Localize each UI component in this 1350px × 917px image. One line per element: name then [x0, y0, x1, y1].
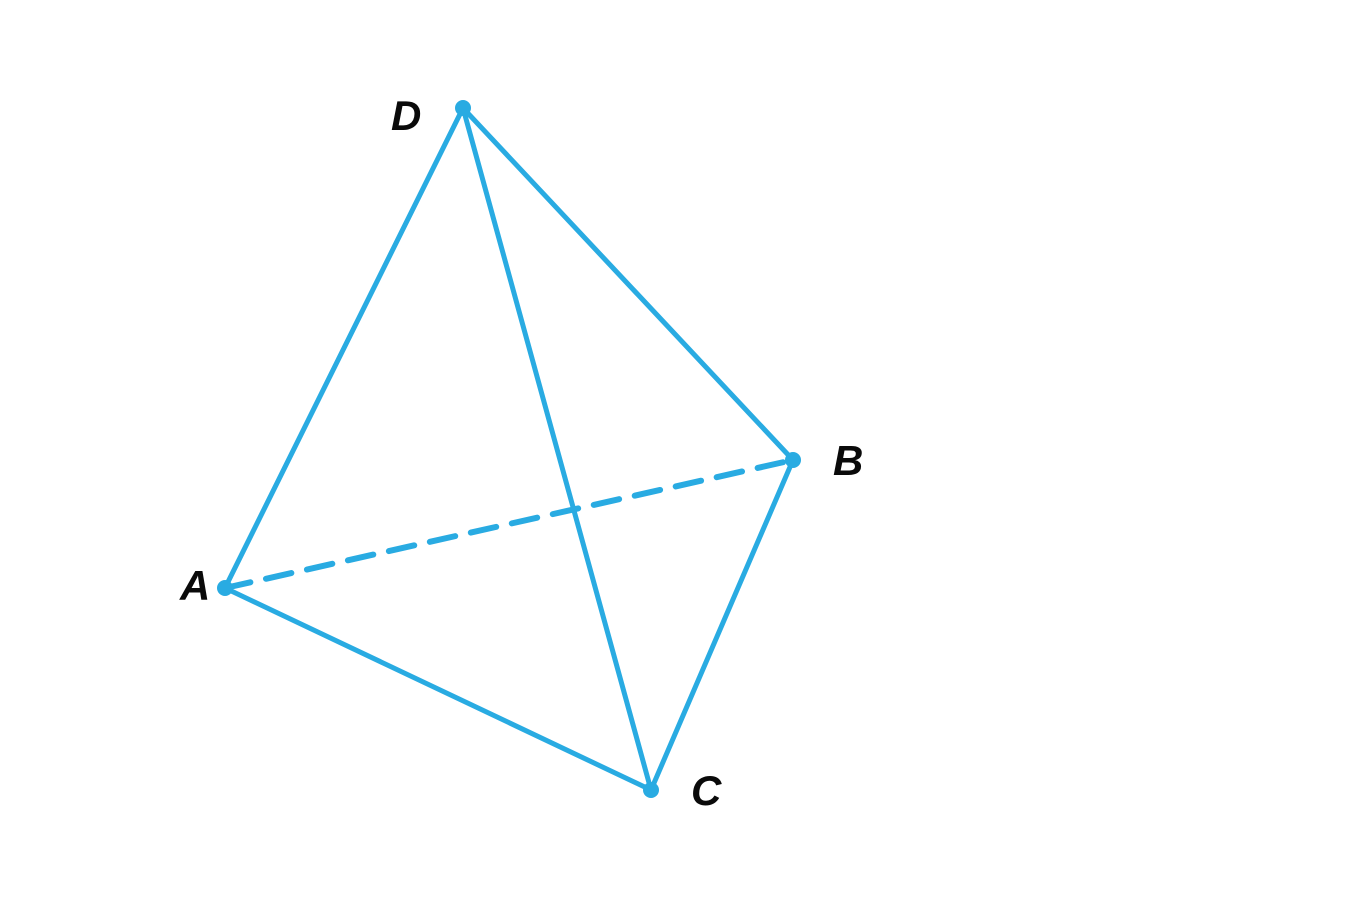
edge-AB [225, 460, 793, 588]
labels-layer: A B C D [179, 92, 863, 814]
label-A: A [179, 562, 210, 609]
edges-layer [225, 108, 793, 790]
vertex-A [217, 580, 233, 596]
vertex-C [643, 782, 659, 798]
vertex-D [455, 100, 471, 116]
edge-BC [651, 460, 793, 790]
vertices-layer [217, 100, 801, 798]
edge-AC [225, 588, 651, 790]
label-B: B [833, 437, 863, 484]
edge-AD [225, 108, 463, 588]
vertex-B [785, 452, 801, 468]
diagram-container: A B C D [0, 0, 1350, 917]
label-D: D [391, 92, 421, 139]
label-C: C [691, 767, 722, 814]
tetrahedron-diagram: A B C D [0, 0, 1350, 917]
